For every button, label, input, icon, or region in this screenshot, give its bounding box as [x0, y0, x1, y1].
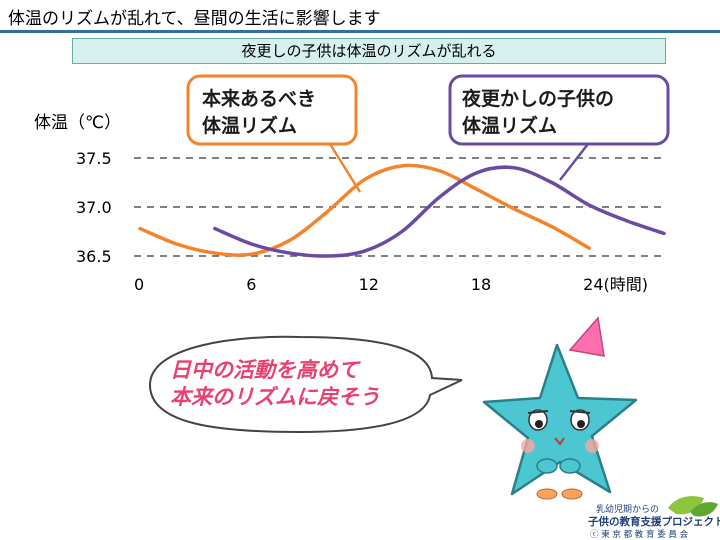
y-tick-label: 36.5	[76, 247, 112, 266]
callout-late-night-rhythm: 夜更かしの子供の 体温リズム	[448, 74, 670, 181]
chart-grid	[134, 157, 664, 257]
star-mascot-illustration	[482, 316, 638, 500]
y-tick-label: 37.5	[76, 149, 112, 168]
speech-line2: 本来のリズムに戻そう	[170, 385, 380, 409]
logo-line3: ⓒ 東 京 都 教 育 委 員 会	[590, 529, 689, 540]
y-axis-label: 体温（℃）	[34, 113, 122, 133]
logo-line1: 乳幼児期からの	[596, 503, 659, 515]
callout-normal-rhythm: 本来あるべき 体温リズム	[186, 74, 362, 193]
callout-late-line1: 夜更かしの子供の	[461, 87, 614, 110]
x-tick-label: 18	[471, 275, 491, 294]
slide-title: 体温のリズムが乱れて、昼間の生活に影響します	[8, 9, 381, 29]
x-tick-label: 12	[359, 275, 379, 294]
x-tick-label: 6	[246, 275, 256, 294]
y-tick-label: 37.0	[76, 198, 112, 217]
logo-line2: 子供の教育支援プロジェクト	[588, 515, 720, 528]
title-underline	[0, 30, 720, 33]
callout-normal-line1: 本来あるべき	[202, 87, 316, 110]
speech-line1: 日中の活動を高めて	[170, 358, 361, 382]
x-tick-label: 24(時間)	[583, 275, 648, 294]
x-tick-labels: 0 6 12 18 24(時間)	[134, 275, 648, 294]
subtitle-box: 夜更しの子供は体温のリズムが乱れる	[72, 38, 666, 64]
y-tick-labels: 37.5 37.0 36.5	[76, 149, 112, 266]
callout-late-line2: 体温リズム	[462, 114, 557, 137]
series-lines	[138, 163, 666, 258]
series-line-late-night-rhythm	[213, 165, 666, 258]
speech-bubble: 日中の活動を高めて 本来のリズムに戻そう	[148, 335, 463, 434]
organization-logo: 乳幼児期からの 子供の教育支援プロジェクト ⓒ 東 京 都 教 育 委 員 会	[588, 496, 720, 540]
x-tick-label: 0	[134, 275, 144, 294]
series-line-normal-rhythm	[138, 163, 591, 257]
callout-normal-line2: 体温リズム	[202, 114, 297, 137]
